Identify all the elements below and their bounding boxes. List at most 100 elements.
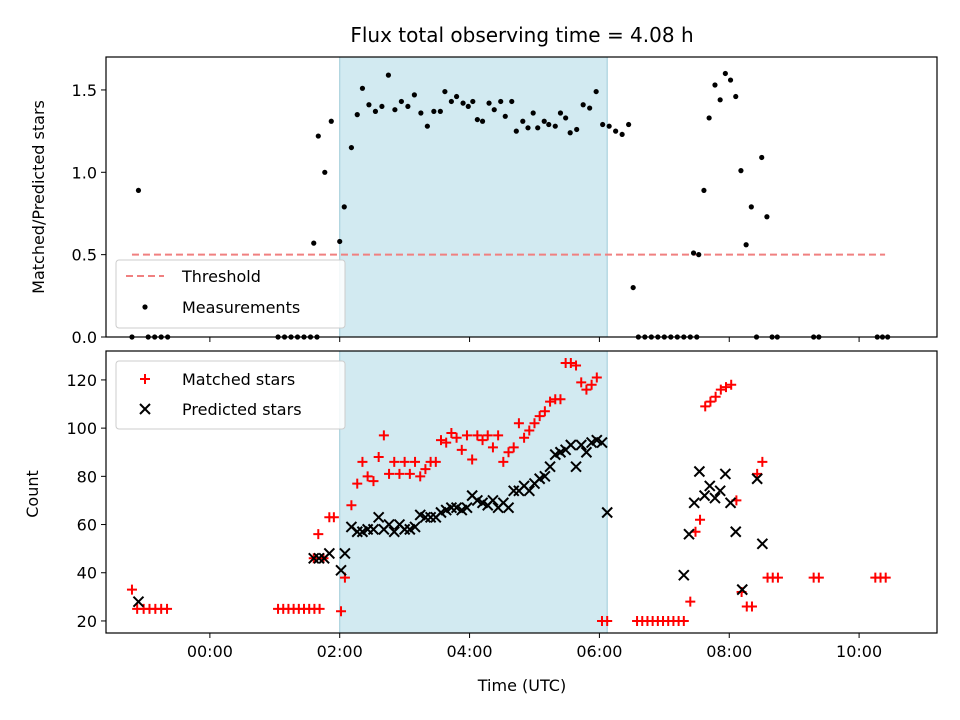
measurement-point [541, 118, 547, 124]
predicted-stars-point [502, 501, 515, 514]
measurement-point [563, 115, 569, 121]
matched-stars-point [555, 394, 566, 405]
predicted-stars-point [756, 538, 769, 550]
predicted-stars-point [313, 552, 325, 564]
predicted-stars-point [308, 552, 320, 564]
predicted-stars-point [335, 564, 347, 577]
top-y-tick-label: 0.5 [72, 246, 97, 265]
predicted-stars-point [461, 501, 473, 514]
measurement-point [486, 100, 492, 106]
matched-stars-point [529, 418, 540, 429]
measurement-point [733, 93, 739, 100]
matched-stars-point [461, 430, 472, 441]
bottom-y-axis-label: Count [23, 470, 42, 518]
matched-stars-point [410, 456, 421, 467]
matched-stars-point [772, 572, 783, 583]
x-tick-label: 10:00 [836, 642, 882, 661]
x-tick-label: 00:00 [187, 642, 233, 661]
measurement-point [530, 110, 536, 116]
matched-stars-point [678, 615, 689, 626]
predicted-stars-point [372, 511, 385, 524]
measurement-point [418, 110, 424, 116]
predicted-stars-point [351, 526, 363, 538]
predicted-stars-point [383, 518, 395, 531]
measurement-point [520, 118, 526, 124]
measurement-point [379, 103, 385, 110]
measurement-point [366, 102, 372, 108]
matched-stars-point [477, 435, 488, 446]
predicted-stars-point [523, 485, 535, 497]
measurement-point [626, 121, 632, 128]
x-axis-label: Time (UTC) [477, 676, 566, 695]
predicted-stars-point [367, 523, 380, 536]
threshold-legend-label: Threshold [181, 267, 261, 286]
matched-stars-point [352, 478, 363, 489]
matched-stars-legend-label: Matched stars [182, 370, 295, 389]
measurement-point [696, 252, 702, 258]
bottom-y-tick-label: 60 [77, 516, 97, 535]
predicted-stars-point [724, 497, 737, 509]
predicted-stars-point [445, 501, 458, 514]
matched-stars-point [715, 384, 726, 395]
measurement-point [738, 168, 744, 174]
predicted-stars-point [388, 526, 400, 538]
matched-stars-point [404, 468, 415, 479]
measurement-point [535, 125, 541, 131]
measurements-legend-swatch [142, 304, 148, 310]
measurement-point [337, 238, 343, 245]
measurement-point [593, 88, 599, 95]
matched-stars-point [415, 471, 426, 482]
measurement-point [722, 70, 728, 77]
measurement-point [491, 107, 497, 113]
measurement-point [712, 82, 718, 88]
measurement-point [513, 128, 519, 134]
measurement-point [465, 103, 471, 110]
matched-stars-point [685, 596, 696, 607]
bottom-series-predicted-stars [132, 434, 769, 608]
bottom-axes-frame [105, 350, 938, 634]
matched-stars-point [710, 391, 721, 402]
measurement-point [600, 121, 606, 128]
matched-stars-point [373, 452, 384, 463]
matched-stars-point [482, 430, 493, 441]
bottom-y-tick-label: 120 [66, 371, 97, 390]
matched-stars-point [394, 468, 405, 479]
measurement-point [557, 110, 564, 116]
top-y-tick-label: 0.0 [72, 328, 97, 347]
top-y-tick-label: 1.0 [72, 163, 97, 182]
predicted-stars-point [570, 460, 582, 473]
matched-stars-point [314, 603, 325, 614]
matched-stars-point [695, 514, 706, 525]
predicted-stars-point [698, 489, 711, 502]
matched-stars-point [721, 382, 732, 393]
measurement-point [759, 154, 765, 161]
predicted-stars-point [596, 436, 608, 449]
predicted-stars-point [580, 446, 593, 458]
measurement-point [372, 108, 379, 114]
measurement-point [727, 77, 734, 83]
measurement-point [613, 128, 619, 134]
matched-stars-point [705, 396, 716, 407]
matched-stars-point [420, 464, 431, 475]
top-axes-frame [105, 56, 938, 338]
predicted-stars-point [409, 521, 421, 533]
measurement-point [322, 169, 328, 175]
predicted-stars-point [709, 492, 721, 504]
measurement-point [525, 125, 531, 131]
matched-stars-point [880, 572, 891, 583]
predicted-stars-point [132, 595, 145, 608]
predicted-stars-point [719, 468, 732, 480]
matched-stars-point [313, 529, 324, 540]
measurement-point [743, 242, 749, 248]
matched-stars-point [451, 432, 462, 443]
top-y-tick-label: 1.5 [72, 81, 97, 100]
matched-stars-point [368, 476, 379, 487]
matched-stars-point [534, 411, 545, 422]
matched-stars-point [513, 418, 524, 429]
x-tick-label: 02:00 [317, 642, 363, 661]
measurement-point [619, 131, 625, 138]
measurement-point [580, 102, 586, 108]
matched-stars-point [576, 377, 587, 388]
matched-stars-point [498, 456, 509, 467]
measurement-point [502, 113, 508, 119]
